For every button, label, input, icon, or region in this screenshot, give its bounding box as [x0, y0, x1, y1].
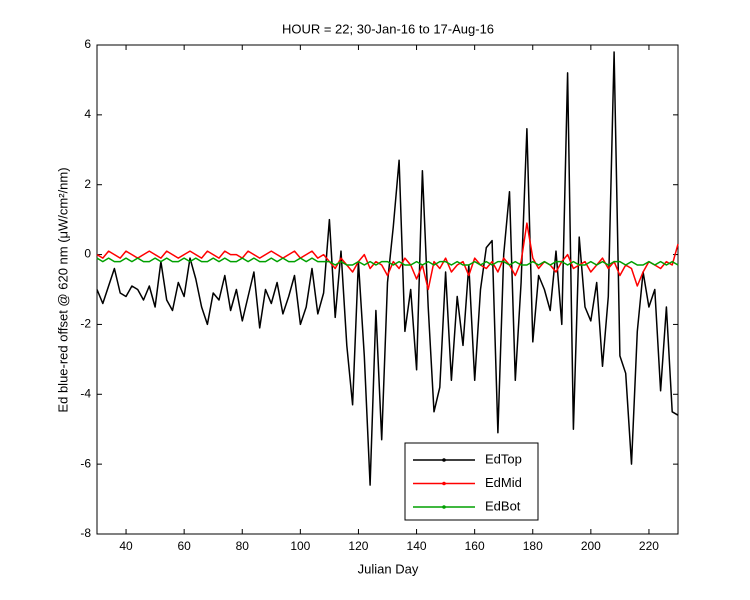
y-tick-label: 4 [84, 107, 91, 121]
legend-marker [442, 458, 446, 462]
x-tick-label: 60 [177, 539, 191, 553]
chart-title: HOUR = 22; 30-Jan-16 to 17-Aug-16 [282, 21, 494, 36]
y-tick-label: -2 [80, 317, 91, 331]
x-tick-label: 40 [119, 539, 133, 553]
x-tick-label: 120 [348, 539, 368, 553]
y-tick-label: -8 [80, 526, 91, 540]
y-tick-label: 6 [84, 37, 91, 51]
y-tick-label: 2 [84, 177, 91, 191]
x-tick-label: 200 [581, 539, 601, 553]
data-line [96, 257, 679, 266]
x-tick-label: 140 [407, 539, 427, 553]
x-tick-label: 180 [523, 539, 543, 553]
legend-label: EdMid [485, 475, 522, 490]
y-tick-label: -6 [80, 456, 91, 470]
y-tick-label: 0 [84, 247, 91, 261]
data-line [96, 222, 679, 291]
legend-marker [442, 481, 446, 486]
x-tick-label: 100 [290, 539, 310, 553]
y-axis-label: Ed blue-red offset @ 620 nm (μW/cm²/nm) [55, 167, 70, 412]
legend-marker [442, 505, 446, 509]
x-tick-label: 80 [236, 539, 250, 553]
x-tick-label: 220 [639, 539, 659, 553]
y-tick-label: -4 [80, 386, 91, 400]
x-axis-label: Julian Day [358, 561, 419, 576]
legend-label: EdBot [485, 498, 521, 513]
legend-label: EdTop [485, 451, 522, 466]
data-line [96, 51, 679, 486]
x-tick-label: 160 [465, 539, 485, 553]
